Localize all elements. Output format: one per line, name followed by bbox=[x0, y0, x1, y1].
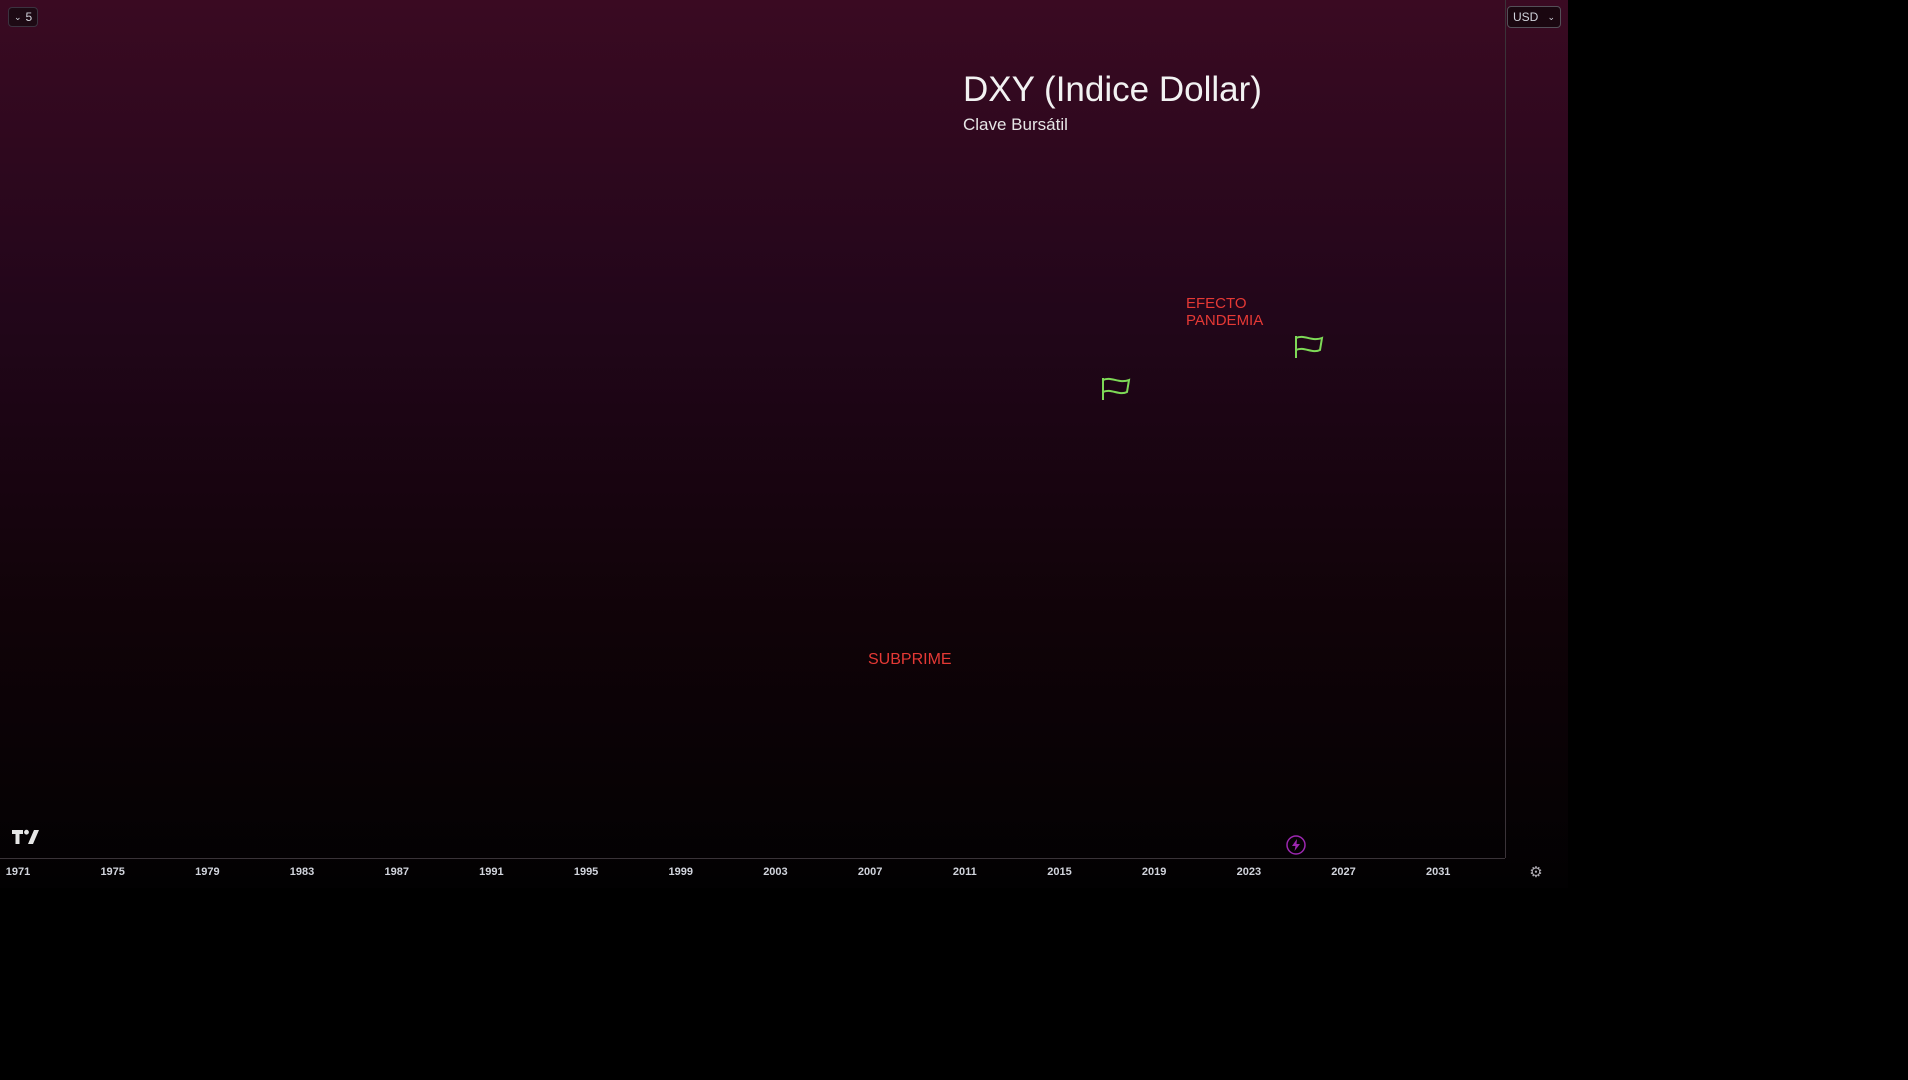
year-tick: 2027 bbox=[1331, 866, 1355, 878]
gear-icon[interactable]: ⚙ bbox=[1529, 864, 1543, 881]
chart-root: 175,000167,000159,000151,000143,000135,0… bbox=[0, 0, 1568, 888]
year-tick: 2015 bbox=[1047, 866, 1071, 878]
chart-canvas[interactable]: 175,000167,000159,000151,000143,000135,0… bbox=[0, 0, 1568, 888]
year-tick: 1991 bbox=[479, 866, 503, 878]
price-axis[interactable] bbox=[1505, 0, 1569, 858]
flag-icon bbox=[1102, 377, 1131, 400]
currency-label: USD bbox=[1513, 10, 1539, 24]
year-tick: 2011 bbox=[953, 866, 977, 878]
year-tick: 1999 bbox=[669, 866, 693, 878]
chart-subtitle: Clave Bursátil bbox=[963, 115, 1068, 134]
year-tick: 2007 bbox=[858, 866, 882, 878]
annotation-pandemia-line2: PANDEMIA bbox=[1186, 312, 1264, 329]
year-tick: 2003 bbox=[763, 866, 787, 878]
time-axis[interactable] bbox=[0, 858, 1505, 889]
year-tick: 1979 bbox=[195, 866, 219, 878]
year-tick: 1995 bbox=[574, 866, 598, 878]
interval-button[interactable]: ⌄ 5 bbox=[8, 7, 39, 27]
annotation-pandemia-line1: EFECTO bbox=[1186, 295, 1247, 312]
annotation-pandemia: EFECTO PANDEMIA bbox=[1186, 295, 1263, 329]
chart-title: DXY (Indice Dollar) bbox=[963, 70, 1262, 109]
time-axis-ticks: 1971 1975 1979 1983 1987 1991 1995 1999 2003 2007… bbox=[6, 866, 1451, 878]
year-tick: 1975 bbox=[100, 866, 124, 878]
flag-icon bbox=[1295, 335, 1324, 358]
flags bbox=[1102, 335, 1324, 400]
interval-value: 5 bbox=[25, 10, 33, 24]
year-tick: 1987 bbox=[384, 866, 408, 878]
annotation-subprime: SUBPRIME bbox=[868, 651, 952, 668]
tradingview-logo[interactable] bbox=[11, 829, 43, 845]
currency-dropdown[interactable]: USD ⌄ bbox=[1507, 6, 1561, 28]
year-tick: 2031 bbox=[1426, 866, 1450, 878]
year-tick: 2023 bbox=[1237, 866, 1261, 878]
year-tick: 1971 bbox=[6, 866, 30, 878]
chevron-down-icon: ⌄ bbox=[1547, 11, 1555, 22]
year-tick: 1983 bbox=[290, 866, 314, 878]
chevron-down-icon: ⌄ bbox=[14, 11, 22, 22]
year-tick: 2019 bbox=[1142, 866, 1166, 878]
lightning-icon[interactable] bbox=[1286, 835, 1306, 855]
